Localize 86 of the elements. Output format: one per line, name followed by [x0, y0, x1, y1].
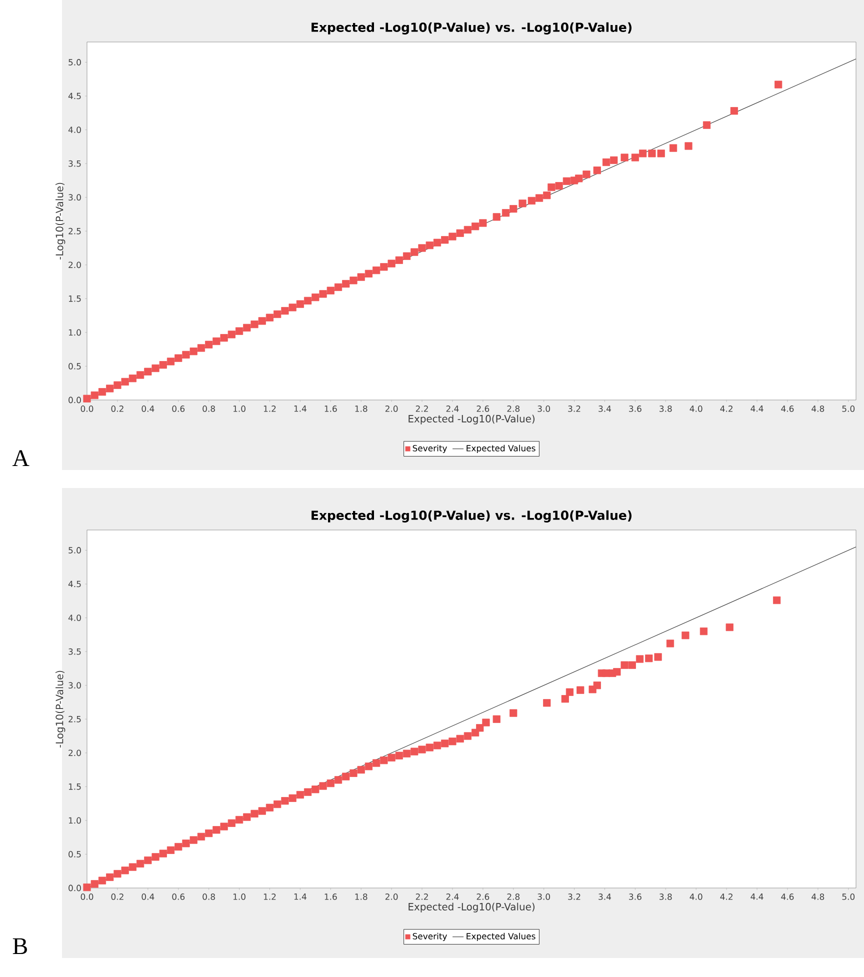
x-tick-label: 2.0 [385, 894, 398, 900]
x-tick-label: 3.8 [660, 406, 672, 412]
x-tick-label: 2.6 [476, 406, 490, 412]
x-tick-label: 2.2 [416, 894, 428, 900]
y-tick-label: 1.0 [68, 329, 81, 336]
x-axis-title: Expected -Log10(P-Value) [408, 902, 534, 912]
y-tick-label: 3.5 [68, 160, 81, 167]
y-tick-label: 3.0 [68, 194, 81, 201]
x-tick-label: 1.4 [294, 406, 306, 412]
legend-label: Severity [412, 932, 448, 942]
x-tick-label: 3.4 [598, 406, 611, 412]
chart-title: Expected -Log10(P-Value) vs. -Log10(P-Value) [312, 22, 632, 34]
x-tick-label: 3.6 [629, 406, 642, 412]
x-tick-label: 1.6 [324, 894, 337, 900]
y-tick-label: 2.5 [68, 716, 81, 722]
x-tick-label: 1.8 [355, 406, 368, 412]
y-tick-label: 5.0 [68, 59, 81, 66]
y-tick-label: 4.0 [68, 126, 81, 134]
x-tick-label: 1.0 [233, 406, 246, 412]
x-tick-label: 2.4 [446, 406, 459, 412]
x-tick-label: 0.8 [202, 894, 215, 900]
x-tick-label: 1.2 [264, 406, 276, 412]
x-tick-label: 4.4 [750, 406, 764, 412]
y-tick-label: 0.0 [68, 396, 81, 404]
x-tick-label: 3.6 [629, 894, 642, 900]
x-tick-label: 4.4 [750, 894, 764, 900]
x-tick-label: 1.4 [294, 894, 306, 900]
x-tick-label: 0.2 [111, 894, 124, 900]
x-tick-label: 4.6 [781, 894, 794, 900]
x-tick-label: 1.2 [264, 894, 276, 900]
x-tick-label: 3.2 [568, 894, 580, 900]
y-tick-label: 4.5 [68, 92, 81, 100]
y-tick-label: 2.0 [68, 750, 81, 756]
x-tick-label: 5.0 [842, 894, 855, 900]
x-tick-label: 2.6 [476, 894, 490, 900]
x-tick-label: 0.0 [80, 406, 94, 412]
x-tick-label: 2.4 [446, 894, 459, 900]
x-tick-label: 3.0 [538, 406, 550, 412]
x-tick-label: 2.8 [507, 406, 520, 412]
x-tick-label: 4.6 [781, 406, 794, 412]
y-tick-label: 1.5 [68, 296, 81, 302]
x-tick-label: 4.0 [690, 894, 702, 900]
x-tick-label: 1.0 [233, 894, 246, 900]
x-tick-label: 2.2 [416, 406, 428, 412]
y-tick-label: 0.5 [68, 851, 81, 858]
x-tick-label: 0.4 [142, 894, 154, 900]
x-tick-label: 0.8 [202, 406, 215, 412]
x-tick-label: 3.4 [598, 894, 611, 900]
x-tick-label: 0.6 [172, 894, 185, 900]
x-tick-label: 4.8 [812, 894, 824, 900]
y-axis-title: -Log10(P-Value) [56, 670, 66, 748]
x-tick-label: 4.2 [720, 894, 732, 900]
legend-label: Expected Values [466, 932, 536, 942]
y-tick-label: 3.0 [68, 682, 81, 689]
text: A [12, 450, 30, 466]
x-tick-label: 1.6 [324, 406, 337, 412]
legend-label: Expected Values [466, 444, 536, 454]
x-tick-label: 0.0 [80, 894, 94, 900]
x-tick-label: 3.0 [538, 894, 550, 900]
text: B [12, 938, 27, 954]
x-tick-label: 2.0 [385, 406, 398, 412]
y-tick-label: 0.0 [68, 884, 81, 892]
legend-label: Severity [412, 444, 448, 454]
y-tick-label: 2.0 [68, 262, 81, 268]
y-tick-label: 4.5 [68, 580, 81, 588]
y-tick-label: 1.5 [68, 784, 81, 790]
x-tick-label: 3.8 [660, 894, 672, 900]
y-tick-label: 4.0 [68, 614, 81, 622]
x-tick-label: 2.8 [507, 894, 520, 900]
x-tick-label: 1.8 [355, 894, 368, 900]
x-axis-title: Expected -Log10(P-Value) [408, 414, 534, 424]
x-tick-label: 5.0 [842, 406, 855, 412]
x-tick-label: 0.2 [111, 406, 124, 412]
y-tick-label: 2.5 [68, 228, 81, 234]
y-tick-label: 3.5 [68, 648, 81, 655]
x-tick-label: 0.4 [142, 406, 154, 412]
x-tick-label: 4.0 [690, 406, 702, 412]
chart-title: Expected -Log10(P-Value) vs. -Log10(P-Value) [312, 510, 632, 522]
x-tick-label: 0.6 [172, 406, 185, 412]
y-tick-label: 1.0 [68, 817, 81, 824]
x-tick-label: 3.2 [568, 406, 580, 412]
x-tick-label: 4.8 [812, 406, 824, 412]
x-tick-label: 4.2 [720, 406, 732, 412]
y-tick-label: 0.5 [68, 363, 81, 370]
y-axis-title: -Log10(P-Value) [56, 182, 66, 260]
y-tick-label: 5.0 [68, 547, 81, 554]
